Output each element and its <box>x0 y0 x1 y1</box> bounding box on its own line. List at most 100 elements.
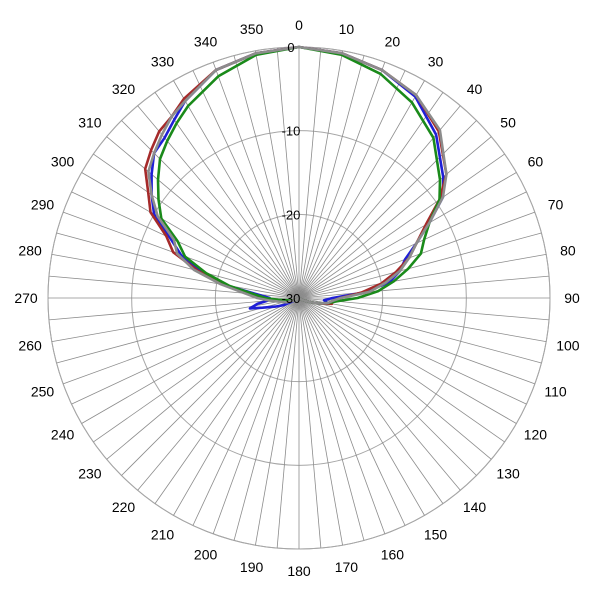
spoke-355 <box>276 47 300 299</box>
angle-tick-label-220: 220 <box>112 499 136 515</box>
radial-labels: 0 -10 -20 -30 <box>282 40 301 306</box>
spoke-105 <box>298 297 542 364</box>
spoke-195 <box>233 297 300 541</box>
angle-tick-label-250: 250 <box>31 383 55 399</box>
spoke-225 <box>121 297 300 476</box>
angle-tick-label-90: 90 <box>564 290 580 306</box>
spoke-305 <box>93 153 300 299</box>
spoke-100 <box>298 297 547 342</box>
angle-tick-label-340: 340 <box>194 34 218 50</box>
angle-tick-label-320: 320 <box>112 81 136 97</box>
angle-tick-label-30: 30 <box>428 54 444 70</box>
radial-tick-label-1: -10 <box>282 124 301 139</box>
spoke-185 <box>276 297 300 549</box>
polar-grid <box>47 46 551 550</box>
angle-tick-label-20: 20 <box>385 34 401 50</box>
series-layer <box>143 45 448 310</box>
spoke-85 <box>298 275 550 299</box>
angle-tick-label-130: 130 <box>496 466 520 482</box>
spoke-175 <box>298 297 322 549</box>
spoke-45 <box>298 120 477 299</box>
angle-tick-label-70: 70 <box>548 197 564 213</box>
spoke-30 <box>298 80 425 299</box>
spoke-65 <box>298 191 527 299</box>
spoke-245 <box>71 297 300 405</box>
spoke-165 <box>298 297 365 541</box>
radial-tick-label-3: -30 <box>282 291 301 306</box>
spoke-210 <box>173 297 300 516</box>
angle-tick-label-310: 310 <box>78 115 102 131</box>
spoke-70 <box>298 211 535 299</box>
spoke-120 <box>298 297 517 424</box>
angle-tick-label-40: 40 <box>467 81 483 97</box>
spoke-280 <box>51 254 300 299</box>
spoke-285 <box>56 232 300 299</box>
angle-tick-label-280: 280 <box>18 243 42 259</box>
radial-tick-label-2: -20 <box>282 207 301 222</box>
spoke-145 <box>298 297 444 504</box>
spoke-25 <box>298 70 406 299</box>
spoke-55 <box>298 153 505 299</box>
spoke-135 <box>298 297 477 476</box>
angle-tick-label-210: 210 <box>151 526 175 542</box>
spoke-155 <box>298 297 406 526</box>
spoke-205 <box>192 297 300 526</box>
spoke-330 <box>173 80 300 299</box>
angle-tick-label-170: 170 <box>335 559 359 575</box>
spoke-160 <box>298 297 386 534</box>
angle-tick-label-240: 240 <box>51 427 75 443</box>
series-line-4 <box>147 45 448 305</box>
angle-tick-label-330: 330 <box>151 54 175 70</box>
spoke-170 <box>298 297 343 546</box>
spoke-235 <box>93 297 300 443</box>
spoke-110 <box>298 297 535 385</box>
spoke-60 <box>298 172 517 299</box>
angle-tick-label-270: 270 <box>14 290 38 306</box>
spoke-150 <box>298 297 425 516</box>
spoke-130 <box>298 297 492 460</box>
angle-tick-label-190: 190 <box>240 559 264 575</box>
spoke-80 <box>298 254 547 299</box>
spoke-10 <box>298 50 343 299</box>
angle-tick-label-60: 60 <box>528 154 544 170</box>
angle-tick-label-230: 230 <box>78 466 102 482</box>
angle-tick-label-120: 120 <box>524 427 548 443</box>
spoke-125 <box>298 297 505 443</box>
spoke-50 <box>298 136 492 299</box>
spoke-115 <box>298 297 527 405</box>
spoke-230 <box>106 297 300 460</box>
spoke-340 <box>212 62 300 299</box>
spoke-200 <box>212 297 300 534</box>
spoke-350 <box>255 50 300 299</box>
spoke-75 <box>298 232 542 299</box>
spoke-260 <box>51 297 300 342</box>
angle-tick-label-80: 80 <box>560 243 576 259</box>
spoke-295 <box>71 191 300 299</box>
angle-tick-label-180: 180 <box>287 563 311 579</box>
angle-tick-label-260: 260 <box>18 337 42 353</box>
spoke-215 <box>154 297 300 504</box>
spoke-15 <box>298 55 365 299</box>
angle-tick-label-50: 50 <box>500 115 516 131</box>
angle-tick-label-150: 150 <box>424 526 448 542</box>
spoke-250 <box>63 297 300 385</box>
angle-tick-label-350: 350 <box>240 21 264 37</box>
spoke-345 <box>233 55 300 299</box>
spoke-220 <box>137 297 300 491</box>
spoke-190 <box>255 297 300 546</box>
angle-tick-label-110: 110 <box>544 383 567 399</box>
angle-tick-label-300: 300 <box>51 154 75 170</box>
angle-tick-label-0: 0 <box>295 17 303 33</box>
spoke-265 <box>48 297 300 321</box>
spoke-35 <box>298 92 444 299</box>
angle-tick-label-160: 160 <box>381 547 405 563</box>
spoke-325 <box>154 92 300 299</box>
spoke-240 <box>81 297 300 424</box>
spoke-20 <box>298 62 386 299</box>
angle-labels: 0 10 20 30 40 50 60 70 80 90 100 110 120 130 140 150 160… <box>14 17 580 579</box>
angle-tick-label-10: 10 <box>339 21 355 37</box>
radial-tick-label-0: 0 <box>287 40 294 55</box>
spoke-335 <box>192 70 300 299</box>
angle-tick-label-290: 290 <box>31 197 55 213</box>
